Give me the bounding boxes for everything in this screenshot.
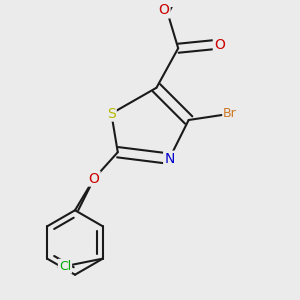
Text: N: N — [164, 152, 175, 166]
Text: O: O — [88, 172, 100, 186]
Text: O: O — [159, 3, 170, 17]
Text: Cl: Cl — [59, 260, 71, 273]
Text: Br: Br — [223, 107, 237, 120]
Text: O: O — [214, 38, 225, 52]
Text: S: S — [107, 106, 116, 121]
